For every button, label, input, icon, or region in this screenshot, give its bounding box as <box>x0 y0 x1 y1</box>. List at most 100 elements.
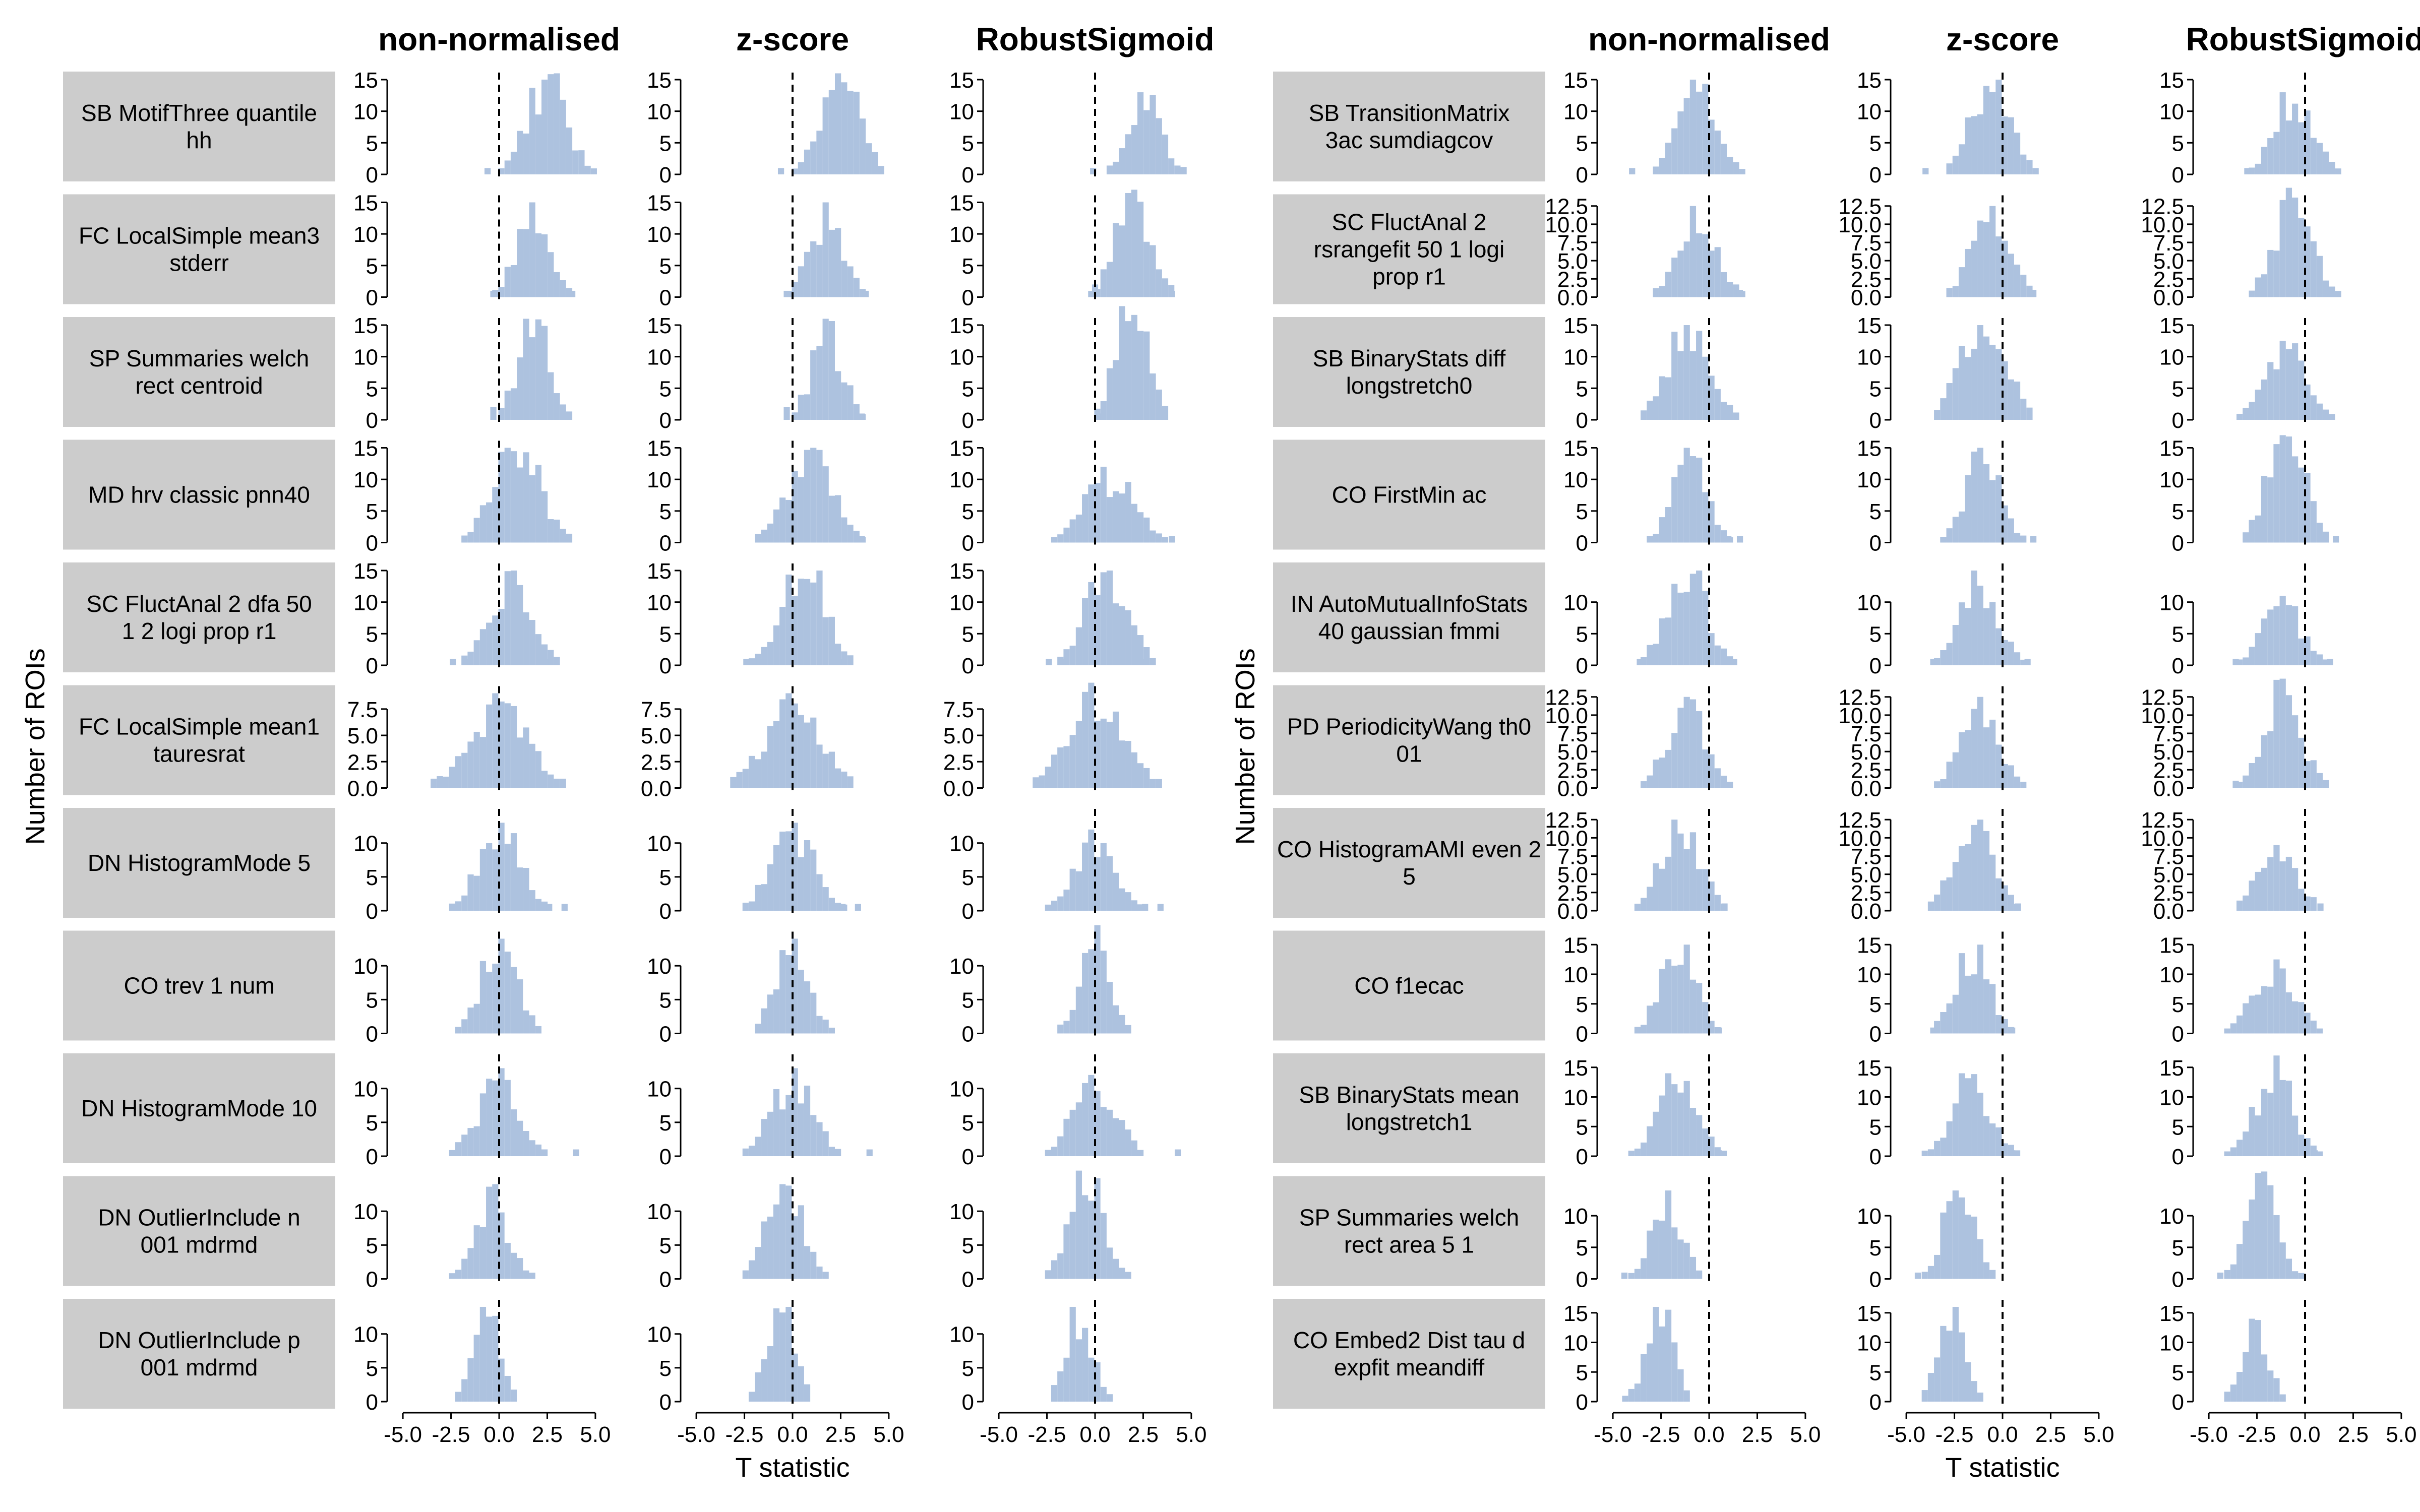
y-tick-label: 0 <box>1869 163 1882 187</box>
histogram-bar <box>2310 651 2317 665</box>
histogram-bar <box>1983 222 1990 297</box>
histogram-bar <box>2323 659 2329 665</box>
y-axis-label: Number of ROIs <box>20 648 50 845</box>
histogram-bar <box>1683 325 1690 420</box>
histogram-bar <box>835 903 841 911</box>
histogram-bar <box>1683 1081 1690 1156</box>
y-tick-label: 10 <box>647 591 672 615</box>
y-tick-label: 15 <box>1857 933 1882 958</box>
histogram-bar <box>798 477 804 543</box>
y-tick-label: 5 <box>1869 1236 1882 1261</box>
histogram-bar <box>2298 467 2305 543</box>
histogram-bar <box>1965 117 1971 174</box>
histogram-bar <box>1977 586 1983 665</box>
histogram-bar <box>2298 889 2305 911</box>
histogram-bar <box>1983 608 1990 665</box>
histogram-bar <box>467 1248 474 1279</box>
y-tick-label: 10 <box>1857 345 1882 370</box>
histogram-bar <box>2267 1185 2274 1279</box>
histogram: 0 5 10 15 <box>353 68 597 187</box>
row-label-box <box>63 808 335 918</box>
histogram: 0 5 10 15 <box>949 436 1175 556</box>
histogram-bar <box>1940 779 1947 788</box>
histogram-bar <box>2002 505 2008 543</box>
histogram-bar <box>779 1312 786 1402</box>
histogram-bar <box>2267 731 2274 788</box>
histogram-bar <box>1720 776 1727 788</box>
y-tick-label: 15 <box>2159 436 2184 461</box>
histogram-bar <box>1046 659 1052 665</box>
histogram-bar <box>2298 1002 2305 1034</box>
histogram: 0 5 10 <box>1563 1177 1710 1292</box>
y-tick-label: 5.0 <box>1557 249 1588 274</box>
histogram-bar <box>2236 1244 2243 1279</box>
histogram-bar <box>2224 1028 2230 1034</box>
y-tick-label: 5 <box>1576 376 1588 401</box>
histogram-bar <box>755 1137 761 1156</box>
histogram-bar <box>1641 898 1647 911</box>
histogram-bar <box>1727 782 1733 788</box>
y-tick-label: 2.5 <box>1557 881 1588 906</box>
histogram-bar <box>529 475 535 543</box>
histogram: 0 5 10 15 -5.0 -2.5 0.0 2.5 5.0 <box>2159 1300 2416 1447</box>
y-tick-label: 5 <box>659 988 672 1013</box>
histogram-bar <box>504 160 511 174</box>
histogram-bar <box>548 519 554 543</box>
histogram-bar <box>461 895 468 911</box>
histogram-bar <box>1977 820 1983 911</box>
histogram-bar <box>1958 144 1965 174</box>
histogram-bar <box>1702 1002 1709 1034</box>
row-label-line: 001 mdrmd <box>141 1354 258 1380</box>
histogram-bar <box>792 168 798 174</box>
row-label-line: IN AutoMutualInfoStats <box>1291 591 1528 617</box>
histogram-bar <box>1665 1073 1672 1156</box>
row-label-line: CO f1ecac <box>1354 973 1464 999</box>
histogram-bar <box>510 1109 517 1156</box>
y-tick-label: 0 <box>962 1390 974 1415</box>
y-tick-label: 5 <box>2172 1115 2184 1140</box>
y-tick-label: 5 <box>1576 1236 1588 1261</box>
histogram-bar <box>1952 1103 1959 1156</box>
histogram-bar <box>783 290 790 297</box>
histogram-bar <box>847 776 854 788</box>
y-tick-label: 10.0 <box>2141 213 2184 237</box>
histogram-bar <box>1653 1219 1659 1279</box>
histogram-bar <box>1983 727 1990 788</box>
histogram-bar <box>1989 1270 1996 1279</box>
histogram-bar <box>2261 147 2268 174</box>
histogram-bar <box>1689 1256 1697 1279</box>
histogram-bar <box>1971 1074 1977 1156</box>
y-tick-label: 0 <box>366 1022 378 1047</box>
histogram-bar <box>2002 885 2008 911</box>
histogram-bar <box>1989 480 1996 543</box>
row-label-box <box>1273 685 1545 795</box>
row-1: SB TransitionMatrix 3ac sumdiagcov0510150… <box>1273 68 2341 187</box>
histogram-bar <box>1125 892 1131 911</box>
histogram-bar <box>463 659 470 665</box>
histogram-bar <box>2316 1028 2323 1034</box>
row-label-box <box>1273 1176 1545 1286</box>
histogram-bar <box>756 659 763 665</box>
histogram-bar <box>504 952 511 1034</box>
histogram-bar <box>2243 1131 2249 1156</box>
y-tick-label: 7.5 <box>347 698 378 722</box>
histogram-bar <box>1659 758 1665 788</box>
row-label: CO f1ecac <box>1354 973 1464 999</box>
histogram-bar <box>2273 959 2280 1034</box>
histogram-bar <box>773 989 780 1034</box>
histogram-bar <box>510 1252 517 1279</box>
histogram-bar <box>1689 574 1697 665</box>
histogram-bar <box>2279 596 2286 665</box>
histogram-bar <box>1677 965 1684 1034</box>
y-tick-label: 5 <box>1869 131 1882 156</box>
y-tick-label: 0 <box>2172 163 2184 187</box>
histogram-bar <box>1965 475 1971 543</box>
histogram-bar <box>455 1392 462 1402</box>
y-tick-label: 5 <box>1576 1115 1588 1140</box>
histogram-bar <box>785 575 792 665</box>
histogram-bar <box>2026 407 2033 420</box>
y-tick-label: 0 <box>366 1390 378 1415</box>
histogram-bar <box>1946 1201 1953 1279</box>
histogram-bar <box>2267 477 2274 543</box>
histogram-bar <box>1689 979 1697 1034</box>
